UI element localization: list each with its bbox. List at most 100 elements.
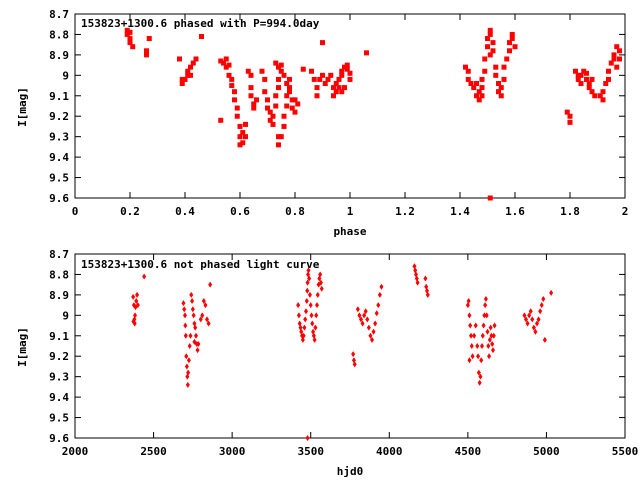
data-point [492, 322, 497, 329]
data-point [581, 68, 587, 74]
data-point [342, 64, 347, 70]
data-point [281, 123, 287, 129]
data-point [481, 322, 486, 329]
data-point [507, 48, 512, 54]
y-tick-label: 9 [62, 69, 69, 82]
data-point [368, 332, 373, 339]
data-point [276, 76, 281, 82]
data-point [584, 70, 589, 76]
data-point [370, 336, 374, 343]
data-point [248, 72, 254, 78]
data-point [567, 113, 573, 119]
data-point [218, 58, 224, 64]
data-point [575, 76, 581, 82]
data-point [187, 343, 192, 349]
data-point [371, 328, 376, 335]
data-point [240, 130, 246, 136]
data-point [541, 295, 546, 302]
data-point [463, 64, 468, 70]
data-point [304, 308, 308, 315]
data-point [312, 336, 317, 343]
data-point [373, 320, 378, 327]
data-point [311, 76, 317, 82]
data-point [305, 279, 310, 286]
y-tick-label: 9 [62, 309, 69, 322]
data-point [498, 85, 504, 91]
data-point [270, 121, 276, 127]
data-point [278, 62, 284, 68]
x-tick-label: 0.8 [285, 205, 305, 218]
data-point [487, 336, 492, 343]
x-tick-label: 0.6 [230, 205, 250, 218]
data-point [179, 81, 185, 87]
x-tick-label: 3500 [297, 445, 324, 458]
data-point [184, 353, 189, 360]
data-point [144, 48, 149, 54]
data-point [423, 275, 428, 282]
data-point [284, 103, 290, 109]
data-point [328, 72, 334, 78]
data-point [331, 85, 336, 91]
data-point [377, 291, 382, 298]
y-tick-label: 9.2 [49, 110, 69, 123]
data-point [267, 109, 273, 115]
data-point [493, 72, 499, 78]
data-point [127, 29, 133, 35]
data-point [486, 343, 491, 349]
data-point [229, 76, 235, 82]
data-point [347, 70, 353, 76]
data-point [549, 289, 554, 296]
data-point [292, 97, 298, 103]
data-point [183, 312, 187, 319]
data-point [144, 52, 149, 58]
x-axis-label: phase [333, 225, 366, 238]
data-point [351, 351, 356, 358]
data-point [352, 361, 357, 368]
data-point [127, 36, 133, 42]
data-point [476, 353, 481, 360]
unphased-light-curve-panel: 2000 2500 3000 3500 4000 4500 5000 5500 8.78.88… [16, 248, 638, 478]
data-point [203, 302, 208, 309]
data-point [490, 40, 496, 46]
data-point [276, 64, 281, 70]
x-tick-label: 3000 [219, 445, 246, 458]
data-point [614, 44, 620, 50]
data-point [194, 332, 198, 339]
data-point [611, 56, 617, 62]
data-point [191, 312, 196, 319]
data-point [320, 72, 325, 78]
data-point [226, 62, 232, 68]
data-point [524, 316, 528, 323]
x-tick-label: 2 [622, 205, 629, 218]
data-point [124, 31, 130, 37]
data-point [600, 89, 606, 95]
data-point [262, 76, 268, 82]
data-point [342, 85, 347, 91]
data-point [467, 312, 472, 319]
data-point [186, 369, 191, 376]
data-point [476, 369, 481, 376]
data-point [273, 60, 279, 66]
data-point [124, 27, 130, 33]
plot-frame [74, 253, 626, 439]
data-point [208, 281, 213, 288]
x-axis-label: hjd0 [337, 465, 364, 478]
data-point [484, 312, 489, 319]
data-point [300, 66, 306, 72]
data-point [185, 72, 191, 78]
data-point [310, 320, 315, 327]
data-point [307, 291, 312, 298]
data-point [344, 66, 350, 72]
data-point [248, 85, 254, 91]
data-point [498, 93, 504, 99]
data-point [267, 117, 273, 123]
data-point [130, 44, 136, 50]
data-point [240, 140, 246, 146]
data-point [131, 293, 136, 300]
data-point [281, 113, 287, 119]
data-point [284, 93, 290, 99]
data-point [479, 76, 485, 82]
data-point [597, 93, 603, 99]
data-point [325, 76, 331, 82]
data-point [344, 62, 350, 68]
